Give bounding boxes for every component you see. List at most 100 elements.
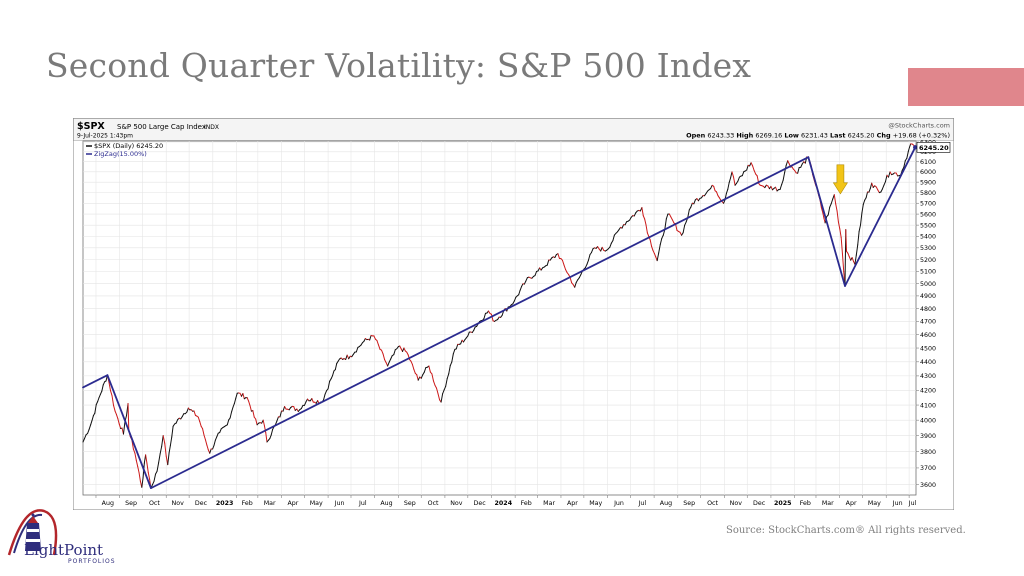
x-tick-label: Jun bbox=[613, 500, 624, 507]
price-segment bbox=[406, 351, 409, 356]
price-segment bbox=[135, 459, 139, 467]
zigzag-segment bbox=[807, 156, 846, 287]
down-arrow-icon bbox=[832, 164, 848, 195]
price-segment bbox=[448, 365, 451, 375]
price-segment bbox=[199, 421, 202, 427]
x-tick-label: 2025 bbox=[774, 500, 792, 507]
x-tick-label: Dec bbox=[753, 500, 766, 507]
quote-line: Open 6243.33 High 6269.16 Low 6231.43 La… bbox=[686, 132, 950, 140]
price-segment bbox=[181, 413, 185, 418]
price-segment bbox=[586, 259, 589, 265]
price-segment bbox=[159, 445, 163, 455]
price-segment bbox=[202, 428, 205, 436]
price-segment bbox=[399, 345, 402, 350]
price-segment bbox=[84, 434, 87, 440]
price-segment bbox=[609, 242, 612, 248]
price-segment bbox=[113, 404, 116, 412]
price-segment bbox=[693, 199, 696, 205]
y-tick-label: 5600 bbox=[920, 211, 936, 218]
price-segment bbox=[845, 229, 848, 252]
price-segment bbox=[246, 397, 250, 402]
price-segment bbox=[652, 249, 655, 254]
price-segment bbox=[574, 281, 577, 288]
price-segment bbox=[111, 395, 115, 406]
y-tick-label: 5000 bbox=[920, 281, 936, 288]
price-segment bbox=[138, 472, 141, 482]
price-segment bbox=[584, 263, 588, 269]
price-segment bbox=[621, 224, 625, 229]
price-segment bbox=[95, 401, 99, 406]
price-segment bbox=[117, 418, 120, 425]
accent-bar bbox=[908, 68, 1024, 106]
zigzag-segment bbox=[844, 146, 917, 287]
x-tick-label: Mar bbox=[822, 500, 834, 507]
lighthouse-logo bbox=[7, 509, 58, 556]
price-segment bbox=[868, 187, 871, 193]
price-segment bbox=[467, 331, 470, 337]
x-tick-label: 2023 bbox=[216, 500, 234, 507]
x-tick-label: Sep bbox=[683, 500, 695, 507]
x-tick-label: Dec bbox=[195, 500, 208, 507]
x-tick-label: May bbox=[589, 500, 602, 507]
quote-open: 6243.33 bbox=[707, 132, 734, 140]
annotation-layer bbox=[832, 145, 918, 195]
price-segment bbox=[525, 277, 528, 282]
price-segment bbox=[269, 434, 272, 440]
price-segment bbox=[445, 378, 448, 387]
chart-name: S&P 500 Large Cap Index bbox=[117, 123, 206, 131]
price-segment bbox=[847, 252, 850, 258]
y-tick-label: 3900 bbox=[920, 433, 936, 440]
chart-date-time: 9-Jul-2025 1:43pm bbox=[77, 133, 133, 140]
y-tick-label: 5900 bbox=[920, 179, 936, 186]
price-segment bbox=[797, 167, 800, 174]
price-segment bbox=[193, 410, 196, 416]
quote-high-label: High bbox=[736, 132, 753, 140]
price-segment bbox=[731, 171, 735, 178]
price-segment bbox=[303, 401, 307, 406]
price-segment bbox=[203, 434, 206, 441]
price-segment bbox=[436, 387, 439, 395]
quote-chg-label: Chg bbox=[877, 132, 891, 140]
y-tick-label: 5500 bbox=[920, 222, 936, 229]
price-segment bbox=[311, 398, 314, 403]
price-segment bbox=[523, 280, 527, 285]
price-segment bbox=[231, 406, 234, 413]
price-segment bbox=[855, 244, 859, 256]
x-tick-label: Nov bbox=[450, 500, 463, 507]
price-segment bbox=[895, 172, 899, 177]
y-tick-label: 4900 bbox=[920, 293, 936, 300]
x-tick-label: Jul bbox=[358, 500, 367, 507]
x-tick-label: Apr bbox=[288, 500, 299, 507]
x-tick-label: Mar bbox=[264, 500, 276, 507]
price-segment bbox=[690, 202, 693, 208]
price-segment bbox=[684, 221, 687, 226]
price-segment bbox=[434, 384, 438, 389]
price-segment bbox=[460, 339, 463, 345]
quote-high: 6269.16 bbox=[755, 132, 782, 140]
quote-chg: +19.68 (+0.32%) bbox=[893, 132, 950, 140]
price-segment bbox=[661, 234, 664, 239]
x-tick-label: Aug bbox=[380, 500, 392, 507]
lighthouse-lamp bbox=[28, 516, 38, 523]
x-tick-label: Jul bbox=[908, 500, 917, 507]
price-segment bbox=[629, 216, 632, 221]
price-segment bbox=[727, 182, 730, 190]
price-segment bbox=[871, 182, 874, 188]
price-segment bbox=[782, 171, 786, 181]
price-segment bbox=[642, 215, 646, 220]
price-segment bbox=[600, 246, 603, 252]
quote-last-label: Last bbox=[830, 132, 846, 140]
price-segment bbox=[169, 436, 173, 446]
last-value-box bbox=[916, 142, 951, 153]
price-segment bbox=[649, 239, 653, 247]
x-tick-label: Sep bbox=[404, 500, 416, 507]
price-segment bbox=[146, 462, 149, 474]
logo-text-sub: PORTFOLIOS bbox=[68, 558, 116, 565]
price-segment bbox=[262, 419, 265, 427]
price-segment bbox=[512, 300, 515, 305]
price-segment bbox=[671, 219, 675, 224]
price-segment bbox=[417, 376, 421, 381]
y-tick-label: 5400 bbox=[920, 234, 936, 241]
price-segment bbox=[861, 203, 864, 214]
price-segment bbox=[416, 374, 419, 381]
